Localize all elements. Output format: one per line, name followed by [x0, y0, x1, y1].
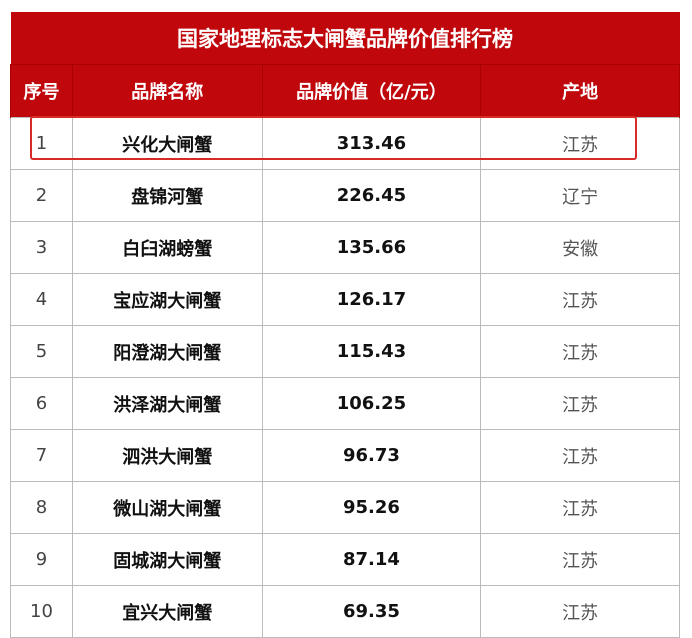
brand-cell: 泗洪大闸蟹	[71, 429, 263, 482]
value-cell: 69.35	[261, 585, 482, 638]
rank-cell: 2	[10, 169, 73, 222]
table-row: 2 盘锦河蟹 226.45 辽宁	[10, 169, 680, 222]
table-row: 6 洪泽湖大闸蟹 106.25 江苏	[10, 377, 680, 430]
header-brand: 品牌名称	[71, 64, 263, 118]
origin-cell: 辽宁	[480, 169, 680, 222]
origin-cell: 江苏	[480, 481, 680, 534]
header-rank: 序号	[10, 64, 73, 118]
table-title: 国家地理标志大闸蟹品牌价值排行榜	[10, 12, 680, 65]
table-row: 3 白臼湖螃蟹 135.66 安徽	[10, 221, 680, 274]
value-cell: 87.14	[261, 533, 482, 586]
value-cell: 313.46	[261, 117, 482, 170]
table-row: 5 阳澄湖大闸蟹 115.43 江苏	[10, 325, 680, 378]
value-cell: 115.43	[261, 325, 482, 378]
rank-cell: 3	[10, 221, 73, 274]
rank-cell: 5	[10, 325, 73, 378]
rank-cell: 6	[10, 377, 73, 430]
value-cell: 126.17	[261, 273, 482, 326]
brand-cell: 洪泽湖大闸蟹	[71, 377, 263, 430]
table-row: 9 固城湖大闸蟹 87.14 江苏	[10, 533, 680, 586]
brand-cell: 盘锦河蟹	[71, 169, 263, 222]
value-cell: 135.66	[261, 221, 482, 274]
highlight-box	[30, 116, 637, 160]
table-row: 7 泗洪大闸蟹 96.73 江苏	[10, 429, 680, 482]
origin-cell: 江苏	[480, 533, 680, 586]
brand-cell: 宜兴大闸蟹	[71, 585, 263, 638]
value-cell: 96.73	[261, 429, 482, 482]
table-row: 4 宝应湖大闸蟹 126.17 江苏	[10, 273, 680, 326]
brand-cell: 宝应湖大闸蟹	[71, 273, 263, 326]
origin-cell: 江苏	[480, 429, 680, 482]
value-cell: 106.25	[261, 377, 482, 430]
rank-cell: 7	[10, 429, 73, 482]
rank-cell: 8	[10, 481, 73, 534]
rank-cell: 1	[10, 117, 73, 170]
brand-cell: 阳澄湖大闸蟹	[71, 325, 263, 378]
brand-cell: 固城湖大闸蟹	[71, 533, 263, 586]
rank-cell: 9	[10, 533, 73, 586]
brand-cell: 微山湖大闸蟹	[71, 481, 263, 534]
origin-cell: 江苏	[480, 325, 680, 378]
rank-cell: 4	[10, 273, 73, 326]
origin-cell: 江苏	[480, 377, 680, 430]
table-row: 8 微山湖大闸蟹 95.26 江苏	[10, 481, 680, 534]
header-value: 品牌价值（亿/元）	[261, 64, 482, 118]
origin-cell: 安徽	[480, 221, 680, 274]
rank-cell: 10	[10, 585, 73, 638]
origin-cell: 江苏	[480, 585, 680, 638]
value-cell: 226.45	[261, 169, 482, 222]
brand-cell: 白臼湖螃蟹	[71, 221, 263, 274]
value-cell: 95.26	[261, 481, 482, 534]
header-origin: 产地	[480, 64, 680, 118]
header-row: 序号 品牌名称 品牌价值（亿/元） 产地	[10, 64, 680, 118]
origin-cell: 江苏	[480, 273, 680, 326]
table-row: 10 宜兴大闸蟹 69.35 江苏	[10, 585, 680, 638]
